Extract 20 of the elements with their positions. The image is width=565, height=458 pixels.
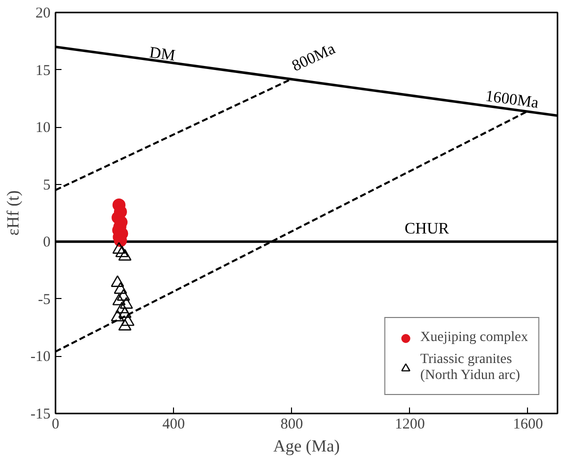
y-tick-label: 20 <box>36 6 50 22</box>
x-axis-title: Age (Ma) <box>273 436 340 456</box>
y-tick-label: -5 <box>38 292 51 308</box>
annotation: 1600Ma <box>484 88 540 112</box>
y-tick-label: -15 <box>30 406 51 422</box>
x-tick-label: 400 <box>162 416 185 432</box>
x-tick-label: 1600 <box>512 416 543 432</box>
y-tick-label: 10 <box>36 120 50 136</box>
x-tick-label: 1200 <box>394 416 425 432</box>
annotation: 800Ma <box>290 40 338 75</box>
legend-label: Triassic granites (North Yidun arc) <box>420 352 520 384</box>
y-axis-title: εHf (t) <box>4 190 23 236</box>
y-tick-label: 5 <box>43 177 50 194</box>
x-tick-label: 800 <box>280 416 303 432</box>
y-tick-label: 0 <box>43 234 50 251</box>
annotation: DM <box>148 44 176 65</box>
legend-label: Xuejiping complex <box>420 330 528 346</box>
y-tick-label: 15 <box>36 62 50 79</box>
y-tick-label: -10 <box>30 349 51 366</box>
annotation: CHUR <box>404 220 450 238</box>
